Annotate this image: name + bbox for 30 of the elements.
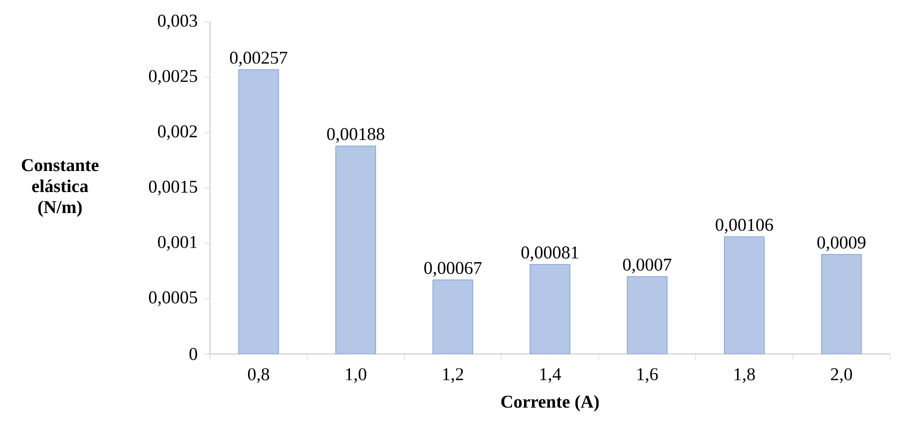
y-tick-label: 0,003 (158, 14, 198, 30)
bar (432, 280, 474, 354)
x-tick-label: 2,0 (830, 368, 852, 383)
x-tick-label: 0,8 (248, 368, 270, 383)
y-tick-label: 0,0005 (148, 291, 198, 306)
bar (724, 236, 764, 354)
y-tick-label: 0,0015 (148, 180, 198, 196)
y-axis-title: Constante elástica (N/m) (22, 159, 99, 217)
y-tick-label: 0,0025 (148, 70, 198, 85)
bar (626, 276, 668, 354)
bar (821, 254, 862, 354)
data-label: 0,0009 (817, 236, 866, 252)
data-label: 0,00257 (230, 52, 288, 66)
data-label: 0,00188 (327, 128, 384, 143)
data-label: 0,0007 (623, 258, 672, 274)
bar (530, 264, 570, 354)
x-tick-label: 1,8 (734, 368, 755, 383)
bar (336, 146, 376, 354)
y-tick-label: 0 (189, 348, 198, 360)
data-label: 0,00067 (424, 262, 482, 277)
x-tick-label: 1,6 (637, 368, 658, 383)
x-tick-label: 1,4 (540, 368, 561, 383)
x-axis-title: Corrente (A) (501, 395, 599, 412)
bar (238, 69, 279, 354)
data-label: 0,00106 (716, 218, 774, 234)
x-tick-label: 1,0 (346, 368, 366, 383)
data-label: 0,00081 (521, 246, 578, 262)
y-tick-label: 0,001 (158, 236, 197, 251)
y-tick-label: 0,002 (158, 125, 197, 140)
x-tick-label: 1,2 (443, 368, 464, 383)
